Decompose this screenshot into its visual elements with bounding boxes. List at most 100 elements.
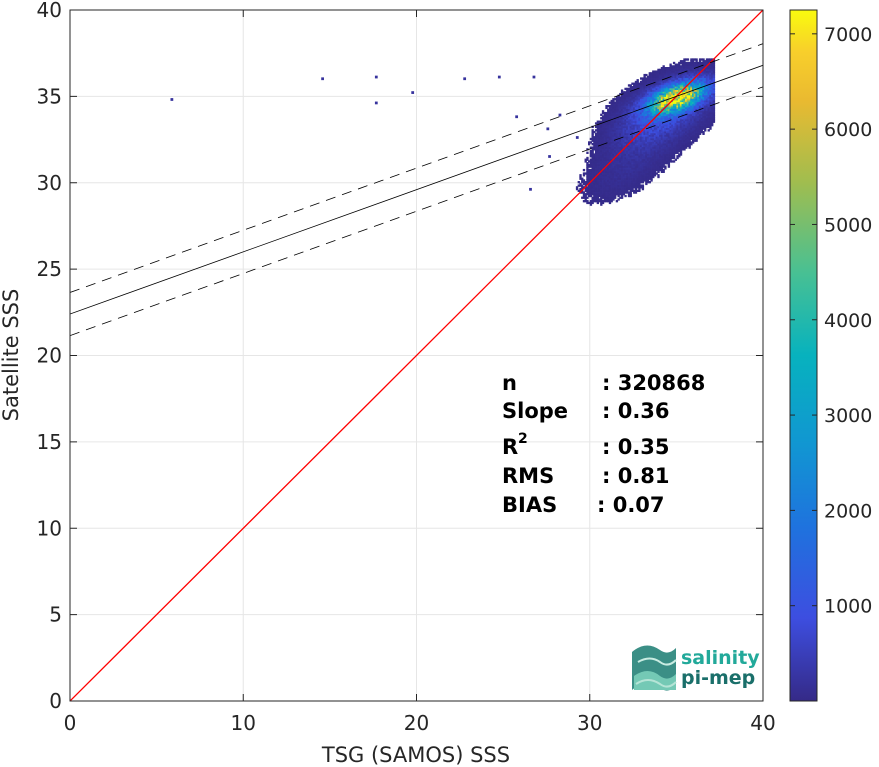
density-bin bbox=[665, 68, 669, 72]
density-bin bbox=[608, 174, 612, 177]
density-bin bbox=[636, 120, 639, 123]
density-bin bbox=[655, 70, 658, 73]
density-bin bbox=[626, 92, 629, 96]
density-bin bbox=[648, 80, 651, 84]
density-bin bbox=[665, 91, 669, 94]
density-bin bbox=[636, 179, 639, 182]
density-bin bbox=[688, 113, 691, 116]
density-bin bbox=[610, 132, 613, 135]
density-bin bbox=[612, 141, 615, 144]
density-bin bbox=[614, 137, 617, 141]
density-bin bbox=[620, 186, 624, 189]
density-bin bbox=[636, 155, 639, 158]
density-bin bbox=[646, 108, 650, 111]
density-bin bbox=[581, 184, 584, 187]
density-bin bbox=[697, 91, 700, 94]
density-bin bbox=[608, 193, 612, 196]
density-bin bbox=[615, 105, 619, 108]
density-bin bbox=[624, 91, 627, 94]
density-bin bbox=[638, 168, 641, 172]
density-bin bbox=[685, 103, 688, 106]
density-bin bbox=[669, 96, 672, 99]
density-bin bbox=[579, 182, 582, 186]
density-bin bbox=[678, 120, 681, 123]
density-bin bbox=[659, 139, 662, 142]
density-bin bbox=[664, 98, 667, 101]
density-bin bbox=[624, 191, 627, 194]
density-bin bbox=[636, 156, 639, 160]
density-bin bbox=[659, 167, 662, 170]
density-bin bbox=[662, 118, 665, 122]
density-bin bbox=[631, 113, 634, 116]
density-bin bbox=[679, 117, 683, 120]
density-bin bbox=[705, 111, 709, 115]
density-bin bbox=[600, 144, 603, 148]
density-bin bbox=[704, 99, 707, 103]
density-bin bbox=[641, 144, 645, 148]
density-bin bbox=[698, 110, 702, 113]
density-bin bbox=[693, 108, 697, 111]
density-bin bbox=[631, 186, 634, 189]
density-bin bbox=[626, 111, 629, 115]
density-bin bbox=[650, 130, 653, 134]
density-bin bbox=[610, 136, 613, 139]
density-bin bbox=[657, 143, 660, 146]
density-bin bbox=[620, 155, 624, 158]
density-bin bbox=[629, 86, 632, 89]
density-bin bbox=[615, 144, 619, 148]
density-bin bbox=[685, 136, 688, 139]
density-bin bbox=[698, 63, 702, 66]
density-bin bbox=[636, 146, 639, 149]
density-bin bbox=[685, 75, 688, 78]
density-bin bbox=[702, 103, 705, 106]
density-bin bbox=[650, 163, 653, 167]
density-bin bbox=[698, 68, 702, 72]
density-bin bbox=[659, 155, 662, 158]
density-bin bbox=[589, 163, 593, 167]
density-bin bbox=[581, 181, 584, 184]
density-bin bbox=[693, 113, 697, 116]
density-bin bbox=[679, 137, 683, 141]
density-bin bbox=[695, 125, 698, 129]
density-bin bbox=[643, 99, 646, 103]
density-bin bbox=[678, 77, 681, 80]
density-bin bbox=[610, 168, 613, 172]
density-bin bbox=[669, 130, 672, 134]
density-bin bbox=[653, 174, 657, 177]
density-bin bbox=[711, 124, 714, 127]
density-bin bbox=[615, 98, 619, 101]
density-bin bbox=[603, 141, 606, 144]
density-bin bbox=[667, 158, 671, 161]
density-bin bbox=[643, 84, 646, 87]
density-bin bbox=[653, 172, 657, 175]
density-bin bbox=[665, 136, 669, 139]
density-bin bbox=[629, 120, 632, 123]
density-bin bbox=[594, 139, 598, 142]
density-bin bbox=[622, 165, 625, 168]
density-bin bbox=[641, 132, 645, 135]
density-bin bbox=[638, 182, 641, 186]
density-bin bbox=[620, 139, 624, 142]
density-bin bbox=[610, 105, 613, 108]
density-bin bbox=[608, 146, 612, 149]
density-bin bbox=[596, 155, 600, 158]
density-bin bbox=[650, 141, 653, 144]
density-bin bbox=[679, 129, 683, 132]
density-bin bbox=[581, 186, 584, 189]
density-bin bbox=[594, 149, 598, 153]
density-bin bbox=[653, 98, 657, 101]
density-bin bbox=[655, 75, 658, 78]
density-bin bbox=[617, 194, 620, 198]
density-bin bbox=[601, 155, 605, 158]
density-bin bbox=[683, 79, 686, 82]
density-bin bbox=[608, 108, 612, 111]
density-bin bbox=[593, 172, 596, 175]
density-bin bbox=[690, 113, 693, 116]
density-bin bbox=[662, 105, 665, 108]
density-bin bbox=[690, 58, 693, 61]
density-bin bbox=[697, 84, 700, 87]
density-bin bbox=[688, 84, 691, 87]
density-bin bbox=[688, 67, 691, 70]
density-bin bbox=[681, 115, 684, 118]
density-bin bbox=[712, 84, 716, 87]
